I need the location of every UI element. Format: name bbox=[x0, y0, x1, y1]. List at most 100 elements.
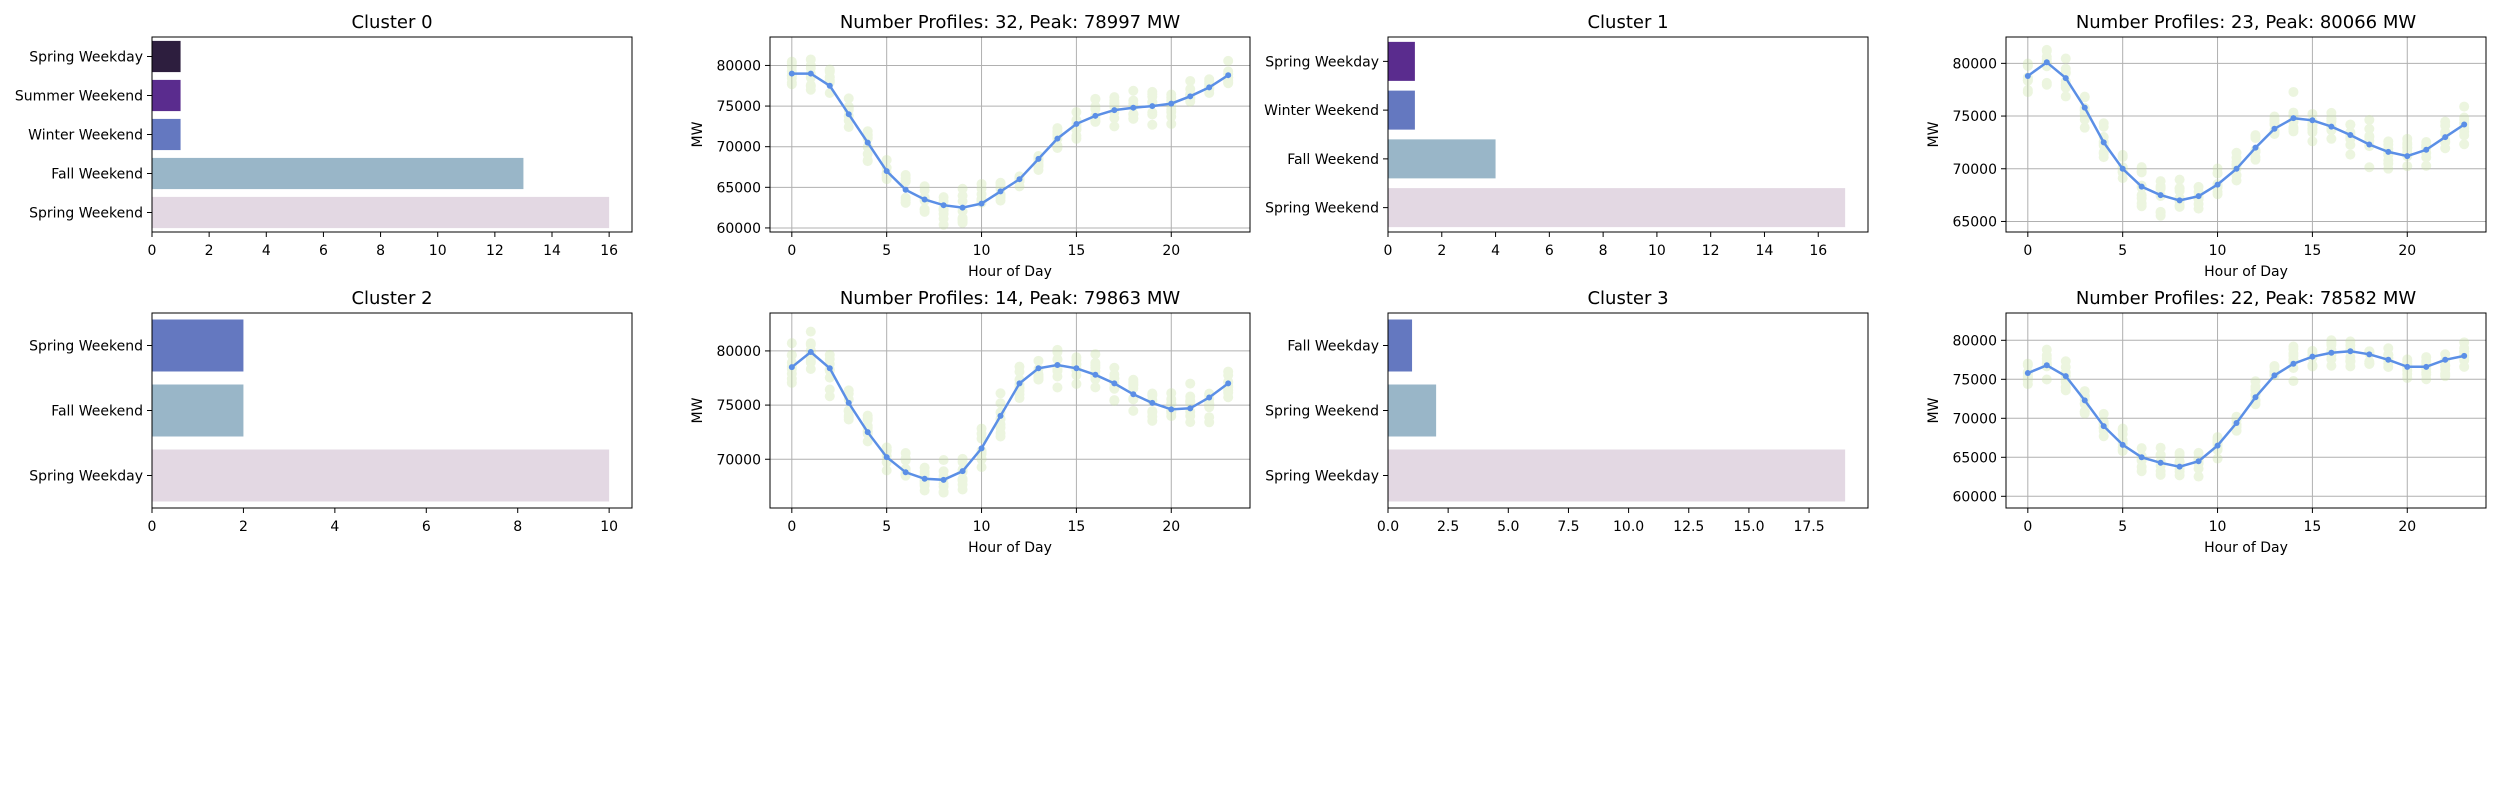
profile-point bbox=[2060, 362, 2071, 373]
ytick-label: Fall Weekend bbox=[51, 404, 143, 420]
bar-spring-weekday bbox=[1388, 449, 1846, 502]
chart-title: Number Profiles: 32, Peak: 78997 MW bbox=[840, 12, 1181, 33]
ytick-label: 75000 bbox=[716, 398, 761, 414]
profile-point bbox=[2364, 356, 2375, 367]
profile-point bbox=[2440, 368, 2451, 379]
profile-point bbox=[2117, 149, 2128, 160]
profile-point bbox=[976, 428, 987, 439]
profile-point bbox=[2041, 353, 2052, 364]
profile-point bbox=[995, 422, 1006, 433]
xtick-label: 12 bbox=[1702, 243, 1720, 259]
profile-point bbox=[2022, 373, 2033, 384]
profile-point bbox=[938, 208, 949, 219]
profile-point bbox=[1147, 86, 1158, 97]
profile-point bbox=[805, 353, 816, 364]
mean-profile-point bbox=[1092, 112, 1099, 119]
xtick-label: 16 bbox=[600, 243, 618, 259]
profile-point bbox=[2402, 369, 2413, 380]
profile-point bbox=[2288, 344, 2299, 355]
ytick-label: 65000 bbox=[1952, 450, 1997, 466]
profile-point bbox=[2288, 122, 2299, 133]
xtick-label: 15 bbox=[2303, 243, 2321, 259]
mean-profile-point bbox=[2461, 352, 2468, 359]
profile-point bbox=[2288, 350, 2299, 361]
profile-point bbox=[2022, 379, 2033, 390]
profile-point bbox=[2041, 79, 2052, 90]
mean-profile-point bbox=[940, 202, 947, 209]
profile-point bbox=[2307, 136, 2318, 147]
mean-profile-point bbox=[2062, 373, 2069, 380]
profile-point bbox=[2193, 199, 2204, 210]
profile-point bbox=[2098, 408, 2109, 419]
profile-point bbox=[938, 213, 949, 224]
profile-point bbox=[1223, 77, 1234, 88]
profile-point bbox=[957, 453, 968, 464]
profile-point bbox=[900, 175, 911, 186]
bar0-panel: Spring Weekday Summer Weekend Winter Weeke… bbox=[15, 12, 633, 259]
profile-point bbox=[2402, 142, 2413, 153]
profile-point bbox=[2155, 206, 2166, 217]
profile-point bbox=[2345, 119, 2356, 130]
xtick-label: 6 bbox=[1545, 243, 1554, 259]
profile-point bbox=[2288, 124, 2299, 135]
profile-point bbox=[919, 204, 930, 215]
mean-profile-point bbox=[921, 196, 928, 203]
profile-point bbox=[786, 56, 797, 67]
profile-point bbox=[824, 65, 835, 76]
profile-point bbox=[2421, 352, 2432, 363]
xtick-label: 2.5 bbox=[1437, 519, 1459, 535]
profile-point bbox=[2459, 112, 2470, 123]
profile-point bbox=[1185, 83, 1196, 94]
profile-point bbox=[2345, 149, 2356, 160]
profile-point bbox=[1147, 390, 1158, 401]
profile-point bbox=[2307, 360, 2318, 371]
profile-point bbox=[2155, 449, 2166, 460]
profile-point bbox=[2174, 185, 2185, 196]
profile-point bbox=[2174, 201, 2185, 212]
xtick-label: 10.0 bbox=[1613, 519, 1644, 535]
profile-point bbox=[2383, 361, 2394, 372]
xtick-label: 0 bbox=[2023, 243, 2032, 259]
profile-point bbox=[1052, 364, 1063, 375]
mean-profile-point bbox=[1149, 103, 1156, 110]
ytick-label: Spring Weekend bbox=[1265, 404, 1379, 420]
profile-point bbox=[1109, 362, 1120, 373]
profile-point bbox=[995, 431, 1006, 442]
xtick-label: 5 bbox=[882, 243, 891, 259]
xtick-label: 8 bbox=[513, 519, 522, 535]
profile-point bbox=[881, 465, 892, 476]
profile-point bbox=[786, 73, 797, 84]
mean-profile-point bbox=[2404, 153, 2411, 160]
profile-point bbox=[2326, 360, 2337, 371]
profile-point bbox=[2117, 446, 2128, 457]
profile-point bbox=[2326, 115, 2337, 126]
profile-point bbox=[1204, 402, 1215, 413]
profile-point bbox=[1223, 387, 1234, 398]
ytick-label: Spring Weekday bbox=[1265, 469, 1379, 485]
profile-point bbox=[2022, 58, 2033, 69]
profile-point bbox=[2136, 466, 2147, 477]
profile-point bbox=[2022, 75, 2033, 86]
ytick-label: Fall Weekend bbox=[51, 167, 143, 183]
profile-point bbox=[2383, 349, 2394, 360]
profile-point bbox=[843, 414, 854, 425]
mean-profile-point bbox=[2366, 141, 2373, 148]
axes-frame bbox=[769, 312, 1251, 509]
profile-point bbox=[2459, 346, 2470, 357]
profile-point bbox=[2250, 130, 2261, 141]
mean-profile-point bbox=[2100, 139, 2107, 146]
profile-point bbox=[1185, 396, 1196, 407]
bar-fall-weekend bbox=[152, 384, 244, 437]
profile-point bbox=[1033, 355, 1044, 366]
profile-point bbox=[1204, 76, 1215, 87]
profile-point bbox=[2307, 123, 2318, 134]
profile-point bbox=[2326, 339, 2337, 350]
mean-profile-line bbox=[2027, 60, 2465, 202]
axes-frame bbox=[1387, 312, 1869, 509]
profile-point bbox=[995, 195, 1006, 206]
profile-point bbox=[1014, 361, 1025, 372]
profile-point bbox=[1223, 370, 1234, 381]
profile-point bbox=[2326, 113, 2337, 124]
y-axis-label: MW bbox=[1926, 397, 1942, 423]
mean-profile-point bbox=[2081, 104, 2088, 111]
